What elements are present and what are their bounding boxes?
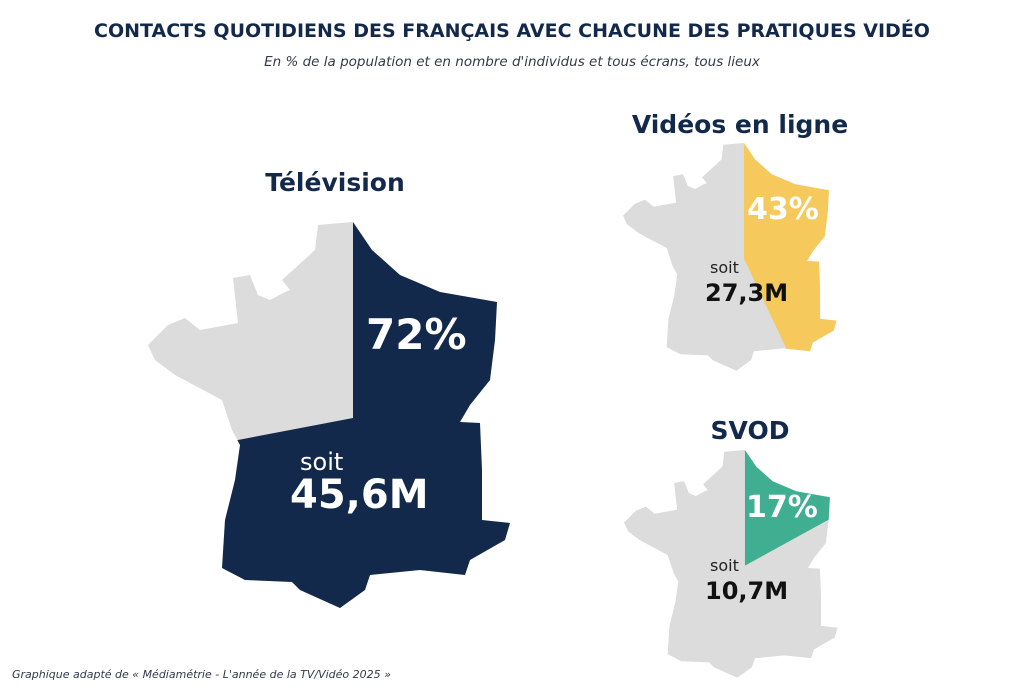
source-note: Graphique adapté de « Médiamétrie - L'an… <box>12 668 391 681</box>
individuals-television: 45,6M <box>290 472 429 518</box>
soit-label-television: soit <box>300 448 344 476</box>
chart-subtitle: En % de la population et en nombre d'ind… <box>264 54 760 70</box>
soit-label-svod: soit <box>710 556 739 575</box>
map-title-svod: SVOD <box>710 416 790 445</box>
map-title-television: Télévision <box>265 168 405 197</box>
pct-label-television: 72% <box>366 310 467 359</box>
map-wedge-videos-en-ligne <box>743 143 837 371</box>
individuals-svod: 10,7M <box>705 577 789 605</box>
individuals-videos-en-ligne: 27,3M <box>705 279 789 307</box>
map-title-videos-en-ligne: Vidéos en ligne <box>631 110 849 139</box>
pct-label-svod: 17% <box>746 490 818 525</box>
pct-label-videos-en-ligne: 43% <box>747 192 819 227</box>
map-wedge-television <box>148 222 510 608</box>
soit-label-videos-en-ligne: soit <box>710 258 739 277</box>
chart-title: CONTACTS QUOTIDIENS DES FRANÇAIS AVEC CH… <box>94 20 930 42</box>
